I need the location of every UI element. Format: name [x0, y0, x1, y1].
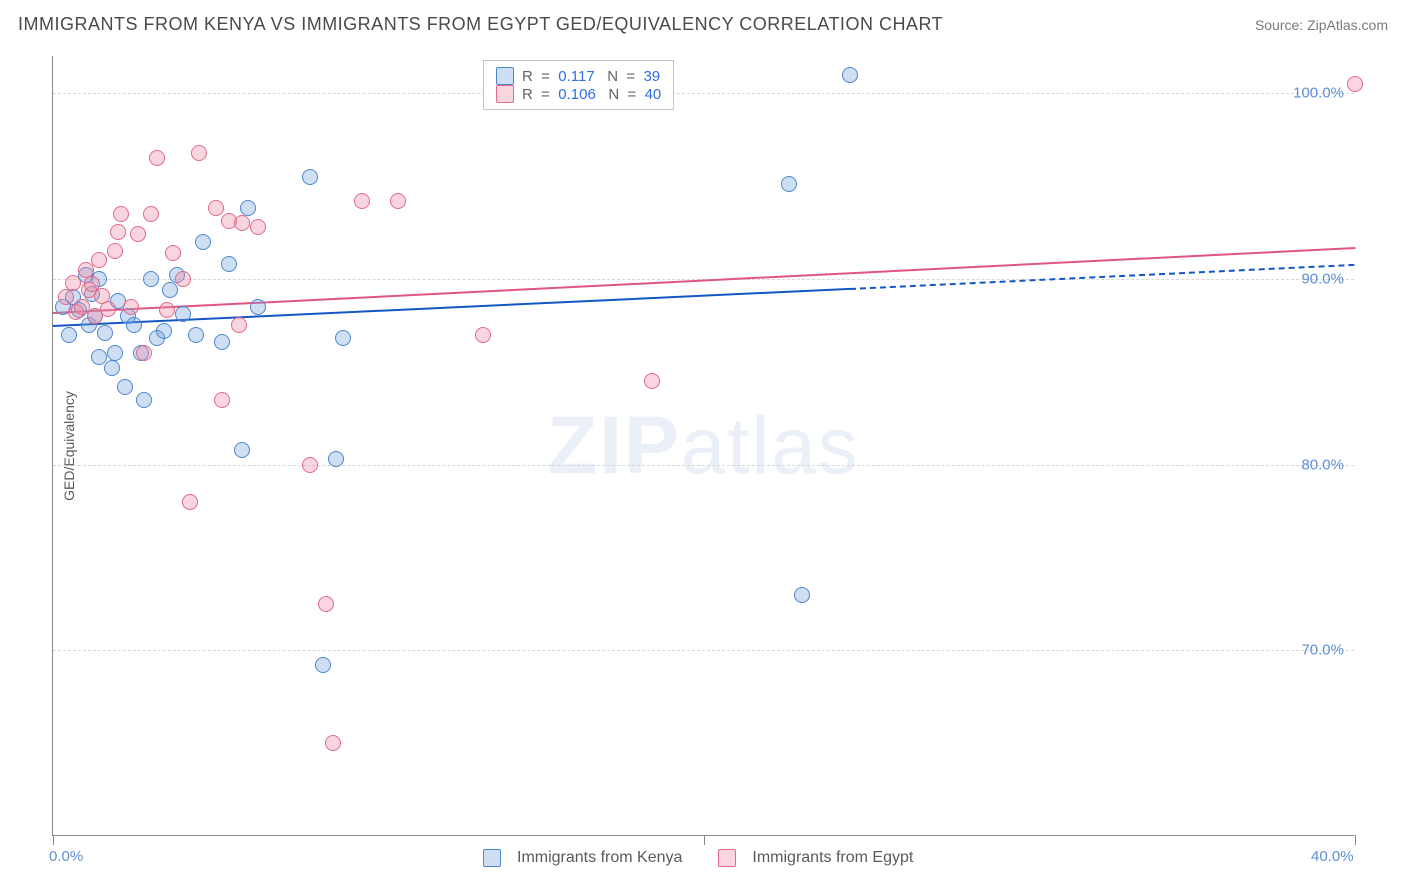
x-tick-label: 40.0%: [1311, 848, 1354, 865]
data-point-egypt: [182, 494, 198, 510]
data-point-kenya: [234, 442, 250, 458]
legend-row: R = 0.106 N = 40: [496, 85, 661, 103]
trend-line: [53, 247, 1355, 314]
legend-n-label: N =: [595, 68, 644, 85]
data-point-egypt: [191, 145, 207, 161]
data-point-egypt: [644, 373, 660, 389]
x-tick: [704, 835, 705, 845]
data-point-kenya: [842, 67, 858, 83]
legend-r-label: R =: [522, 86, 558, 103]
data-point-egypt: [208, 200, 224, 216]
data-point-kenya: [335, 330, 351, 346]
data-point-kenya: [162, 282, 178, 298]
gridline-h: [53, 465, 1354, 466]
x-tick: [1355, 835, 1356, 845]
data-point-kenya: [214, 334, 230, 350]
source-prefix: Source:: [1255, 17, 1307, 33]
gridline-h: [53, 650, 1354, 651]
header-row: IMMIGRANTS FROM KENYA VS IMMIGRANTS FROM…: [18, 14, 1388, 35]
data-point-egypt: [175, 271, 191, 287]
data-point-kenya: [107, 345, 123, 361]
series-legend-item: Immigrants from Egypt: [718, 849, 913, 867]
series-legend-item: Immigrants from Kenya: [483, 849, 682, 867]
data-point-kenya: [195, 234, 211, 250]
legend-n-value: 39: [643, 68, 660, 85]
data-point-egypt: [107, 243, 123, 259]
data-point-egypt: [100, 301, 116, 317]
data-point-egypt: [149, 150, 165, 166]
legend-n-label: N =: [596, 86, 645, 103]
data-point-kenya: [794, 587, 810, 603]
data-point-kenya: [61, 327, 77, 343]
series-legend-label: Immigrants from Egypt: [752, 849, 913, 867]
data-point-egypt: [1347, 76, 1363, 92]
data-point-kenya: [104, 360, 120, 376]
y-tick-label: 80.0%: [1301, 456, 1344, 473]
y-tick-label: 70.0%: [1301, 642, 1344, 659]
data-point-egypt: [354, 193, 370, 209]
legend-n-value: 40: [645, 86, 662, 103]
data-point-egypt: [110, 224, 126, 240]
data-point-kenya: [117, 379, 133, 395]
data-point-egypt: [123, 299, 139, 315]
data-point-egypt: [143, 206, 159, 222]
data-point-egypt: [113, 206, 129, 222]
scatter-plot: ZIPatlas 70.0%80.0%90.0%100.0%0.0%40.0%R…: [52, 56, 1354, 836]
series-legend-label: Immigrants from Kenya: [517, 849, 682, 867]
y-tick-label: 100.0%: [1293, 85, 1344, 102]
chart-title: IMMIGRANTS FROM KENYA VS IMMIGRANTS FROM…: [18, 14, 943, 35]
data-point-kenya: [143, 271, 159, 287]
legend-swatch: [483, 849, 501, 867]
data-point-kenya: [97, 325, 113, 341]
legend-swatch: [718, 849, 736, 867]
data-point-kenya: [136, 392, 152, 408]
data-point-egypt: [159, 302, 175, 318]
data-point-egypt: [390, 193, 406, 209]
correlation-legend: R = 0.117 N = 39R = 0.106 N = 40: [483, 60, 674, 110]
data-point-egypt: [91, 252, 107, 268]
data-point-kenya: [156, 323, 172, 339]
legend-swatch: [496, 85, 514, 103]
data-point-egypt: [165, 245, 181, 261]
legend-r-value: 0.117: [558, 68, 594, 85]
data-point-egypt: [234, 215, 250, 231]
data-point-kenya: [781, 176, 797, 192]
data-point-egypt: [231, 317, 247, 333]
y-tick-label: 90.0%: [1301, 270, 1344, 287]
data-point-egypt: [214, 392, 230, 408]
chart-source: Source: ZipAtlas.com: [1255, 17, 1388, 33]
data-point-kenya: [250, 299, 266, 315]
legend-r-value: 0.106: [558, 86, 596, 103]
data-point-egypt: [325, 735, 341, 751]
watermark-zip: ZIP: [547, 400, 681, 491]
data-point-kenya: [91, 349, 107, 365]
data-point-egypt: [475, 327, 491, 343]
watermark-atlas: atlas: [681, 401, 860, 490]
data-point-kenya: [240, 200, 256, 216]
legend-swatch: [496, 67, 514, 85]
data-point-kenya: [221, 256, 237, 272]
data-point-kenya: [315, 657, 331, 673]
data-point-kenya: [188, 327, 204, 343]
data-point-egypt: [130, 226, 146, 242]
x-tick-label: 0.0%: [49, 848, 83, 865]
data-point-egypt: [250, 219, 266, 235]
data-point-kenya: [302, 169, 318, 185]
gridline-h: [53, 93, 1354, 94]
series-legend: Immigrants from Kenya Immigrants from Egy…: [483, 849, 913, 867]
data-point-egypt: [65, 275, 81, 291]
legend-row: R = 0.117 N = 39: [496, 67, 661, 85]
watermark: ZIPatlas: [547, 399, 860, 493]
legend-r-label: R =: [522, 68, 558, 85]
data-point-egypt: [302, 457, 318, 473]
data-point-egypt: [318, 596, 334, 612]
data-point-kenya: [126, 317, 142, 333]
source-name: ZipAtlas.com: [1307, 17, 1388, 33]
x-tick: [53, 835, 54, 845]
data-point-egypt: [136, 345, 152, 361]
